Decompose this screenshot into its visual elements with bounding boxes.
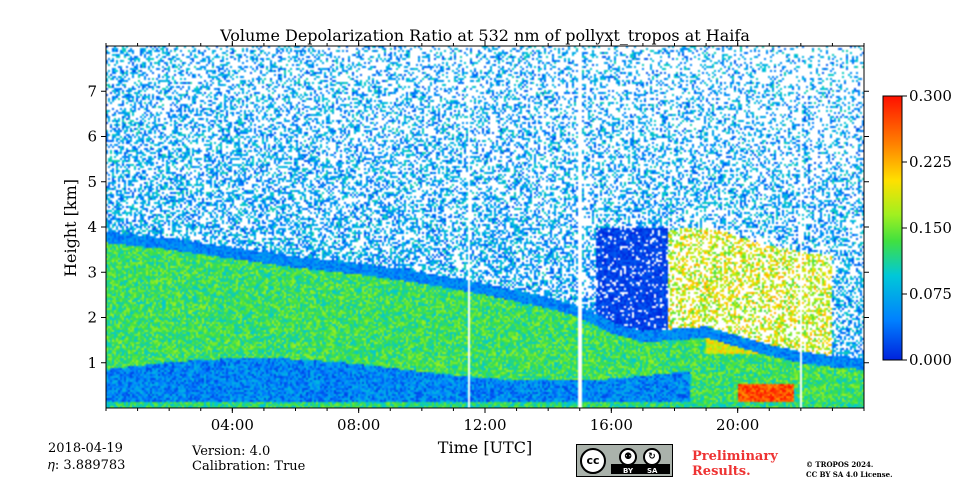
colorbar-tick-label: 0.000 (909, 351, 952, 369)
colorbar-tick-label: 0.075 (909, 285, 952, 303)
chart-title: Volume Depolarization Ratio at 532 nm of… (219, 26, 750, 45)
colorbar-tick-label: 0.225 (909, 153, 952, 171)
x-tick-label: 08:00 (337, 416, 380, 434)
colorbar-gradient (882, 95, 903, 361)
y-axis: 1 2 3 4 5 6 7 (87, 82, 869, 372)
y-tick-label: 5 (87, 173, 97, 191)
version-label: Version: 4.0 (192, 444, 271, 459)
colorbar-tick-label: 0.150 (909, 219, 952, 237)
share-alike-icon: ↻ (643, 448, 661, 466)
colorbar-tick-label: 0.300 (909, 87, 952, 105)
x-tick-label: 20:00 (716, 416, 759, 434)
y-tick-label: 4 (87, 218, 97, 236)
y-tick-label: 6 (87, 128, 97, 146)
y-tick-label: 7 (87, 82, 97, 100)
license-note: © TROPOS 2024. CC BY SA 4.0 License. (806, 460, 893, 480)
date-label: 2018-04-19 (48, 441, 123, 456)
x-tick-label: 16:00 (590, 416, 633, 434)
eta-label: 𝜂: 3.889783 (48, 458, 126, 473)
calibration-label: Calibration: True (192, 459, 306, 474)
by-person-icon: ⚉ (619, 448, 637, 466)
depolarization-heatmap (106, 46, 864, 408)
plot-area (105, 45, 865, 409)
preliminary-results-note: Preliminary Results. (692, 449, 778, 479)
cc-icon: cc (580, 448, 606, 474)
preliminary-line2: Results. (692, 464, 751, 479)
badge-strip (611, 464, 670, 474)
y-tick-label: 3 (87, 263, 97, 281)
preliminary-line1: Preliminary (692, 449, 778, 464)
y-tick-label: 1 (87, 354, 97, 372)
creative-commons-badge: cc ⚉ ↻ BY SA (576, 444, 673, 477)
by-label: BY (623, 467, 634, 475)
y-axis-label: Height [km] (61, 179, 80, 277)
sa-label: SA (647, 467, 658, 475)
x-axis-label: Time [UTC] (438, 438, 532, 457)
colorbar: 0.000 0.075 0.150 0.225 0.300 (882, 87, 952, 369)
license-line: CC BY SA 4.0 License. (806, 470, 893, 479)
copyright-line: © TROPOS 2024. (806, 460, 874, 469)
x-tick-label: 12:00 (463, 416, 506, 434)
y-tick-label: 2 (87, 309, 97, 327)
x-axis: 04:00 08:00 12:00 16:00 20:00 (105, 41, 865, 434)
x-tick-label: 04:00 (211, 416, 254, 434)
